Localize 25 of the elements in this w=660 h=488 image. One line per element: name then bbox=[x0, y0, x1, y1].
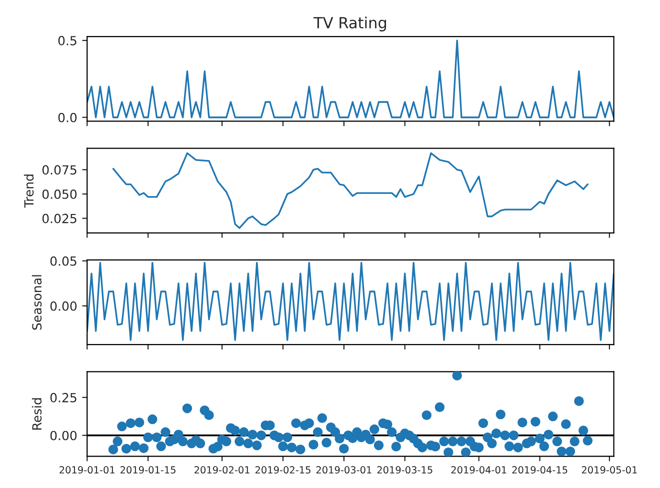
x-tick-label: 2019-01-15 bbox=[120, 466, 176, 474]
y-tick-label: 0.0 bbox=[58, 112, 77, 122]
x-tick-label: 2019-04-01 bbox=[451, 466, 506, 474]
x-tick-label: 2019-03-01 bbox=[316, 466, 372, 474]
y-tick-label: 0.25 bbox=[50, 392, 76, 402]
x-tick-label: 2019-01-01 bbox=[60, 466, 114, 474]
x-tick-label: 2019-05-01 bbox=[582, 466, 637, 474]
y-tick-label: 0.00 bbox=[50, 301, 77, 311]
y-tick-label: 0.05 bbox=[50, 256, 76, 266]
x-tick-label: 2019-02-15 bbox=[255, 466, 310, 474]
y-axis-title: Trend bbox=[24, 174, 34, 208]
x-tick-label: 2019-03-15 bbox=[377, 466, 432, 474]
line-series bbox=[112, 152, 589, 229]
y-tick-label: 0.075 bbox=[42, 165, 76, 175]
y-axis-title: Seasonal bbox=[32, 275, 42, 330]
y-tick-label: 0.050 bbox=[42, 189, 77, 199]
x-tick-label: 2019-04-15 bbox=[512, 466, 568, 474]
y-axis-title: Resid bbox=[32, 398, 42, 430]
y-tick-label: 0.5 bbox=[58, 36, 76, 46]
chart-title: TV Rating bbox=[313, 16, 386, 32]
y-tick-label: 0.00 bbox=[50, 430, 77, 440]
line-series bbox=[87, 262, 614, 341]
line-series bbox=[87, 40, 614, 118]
y-tick-label: 0.025 bbox=[42, 214, 76, 224]
x-tick-label: 2019-02-01 bbox=[194, 466, 250, 474]
